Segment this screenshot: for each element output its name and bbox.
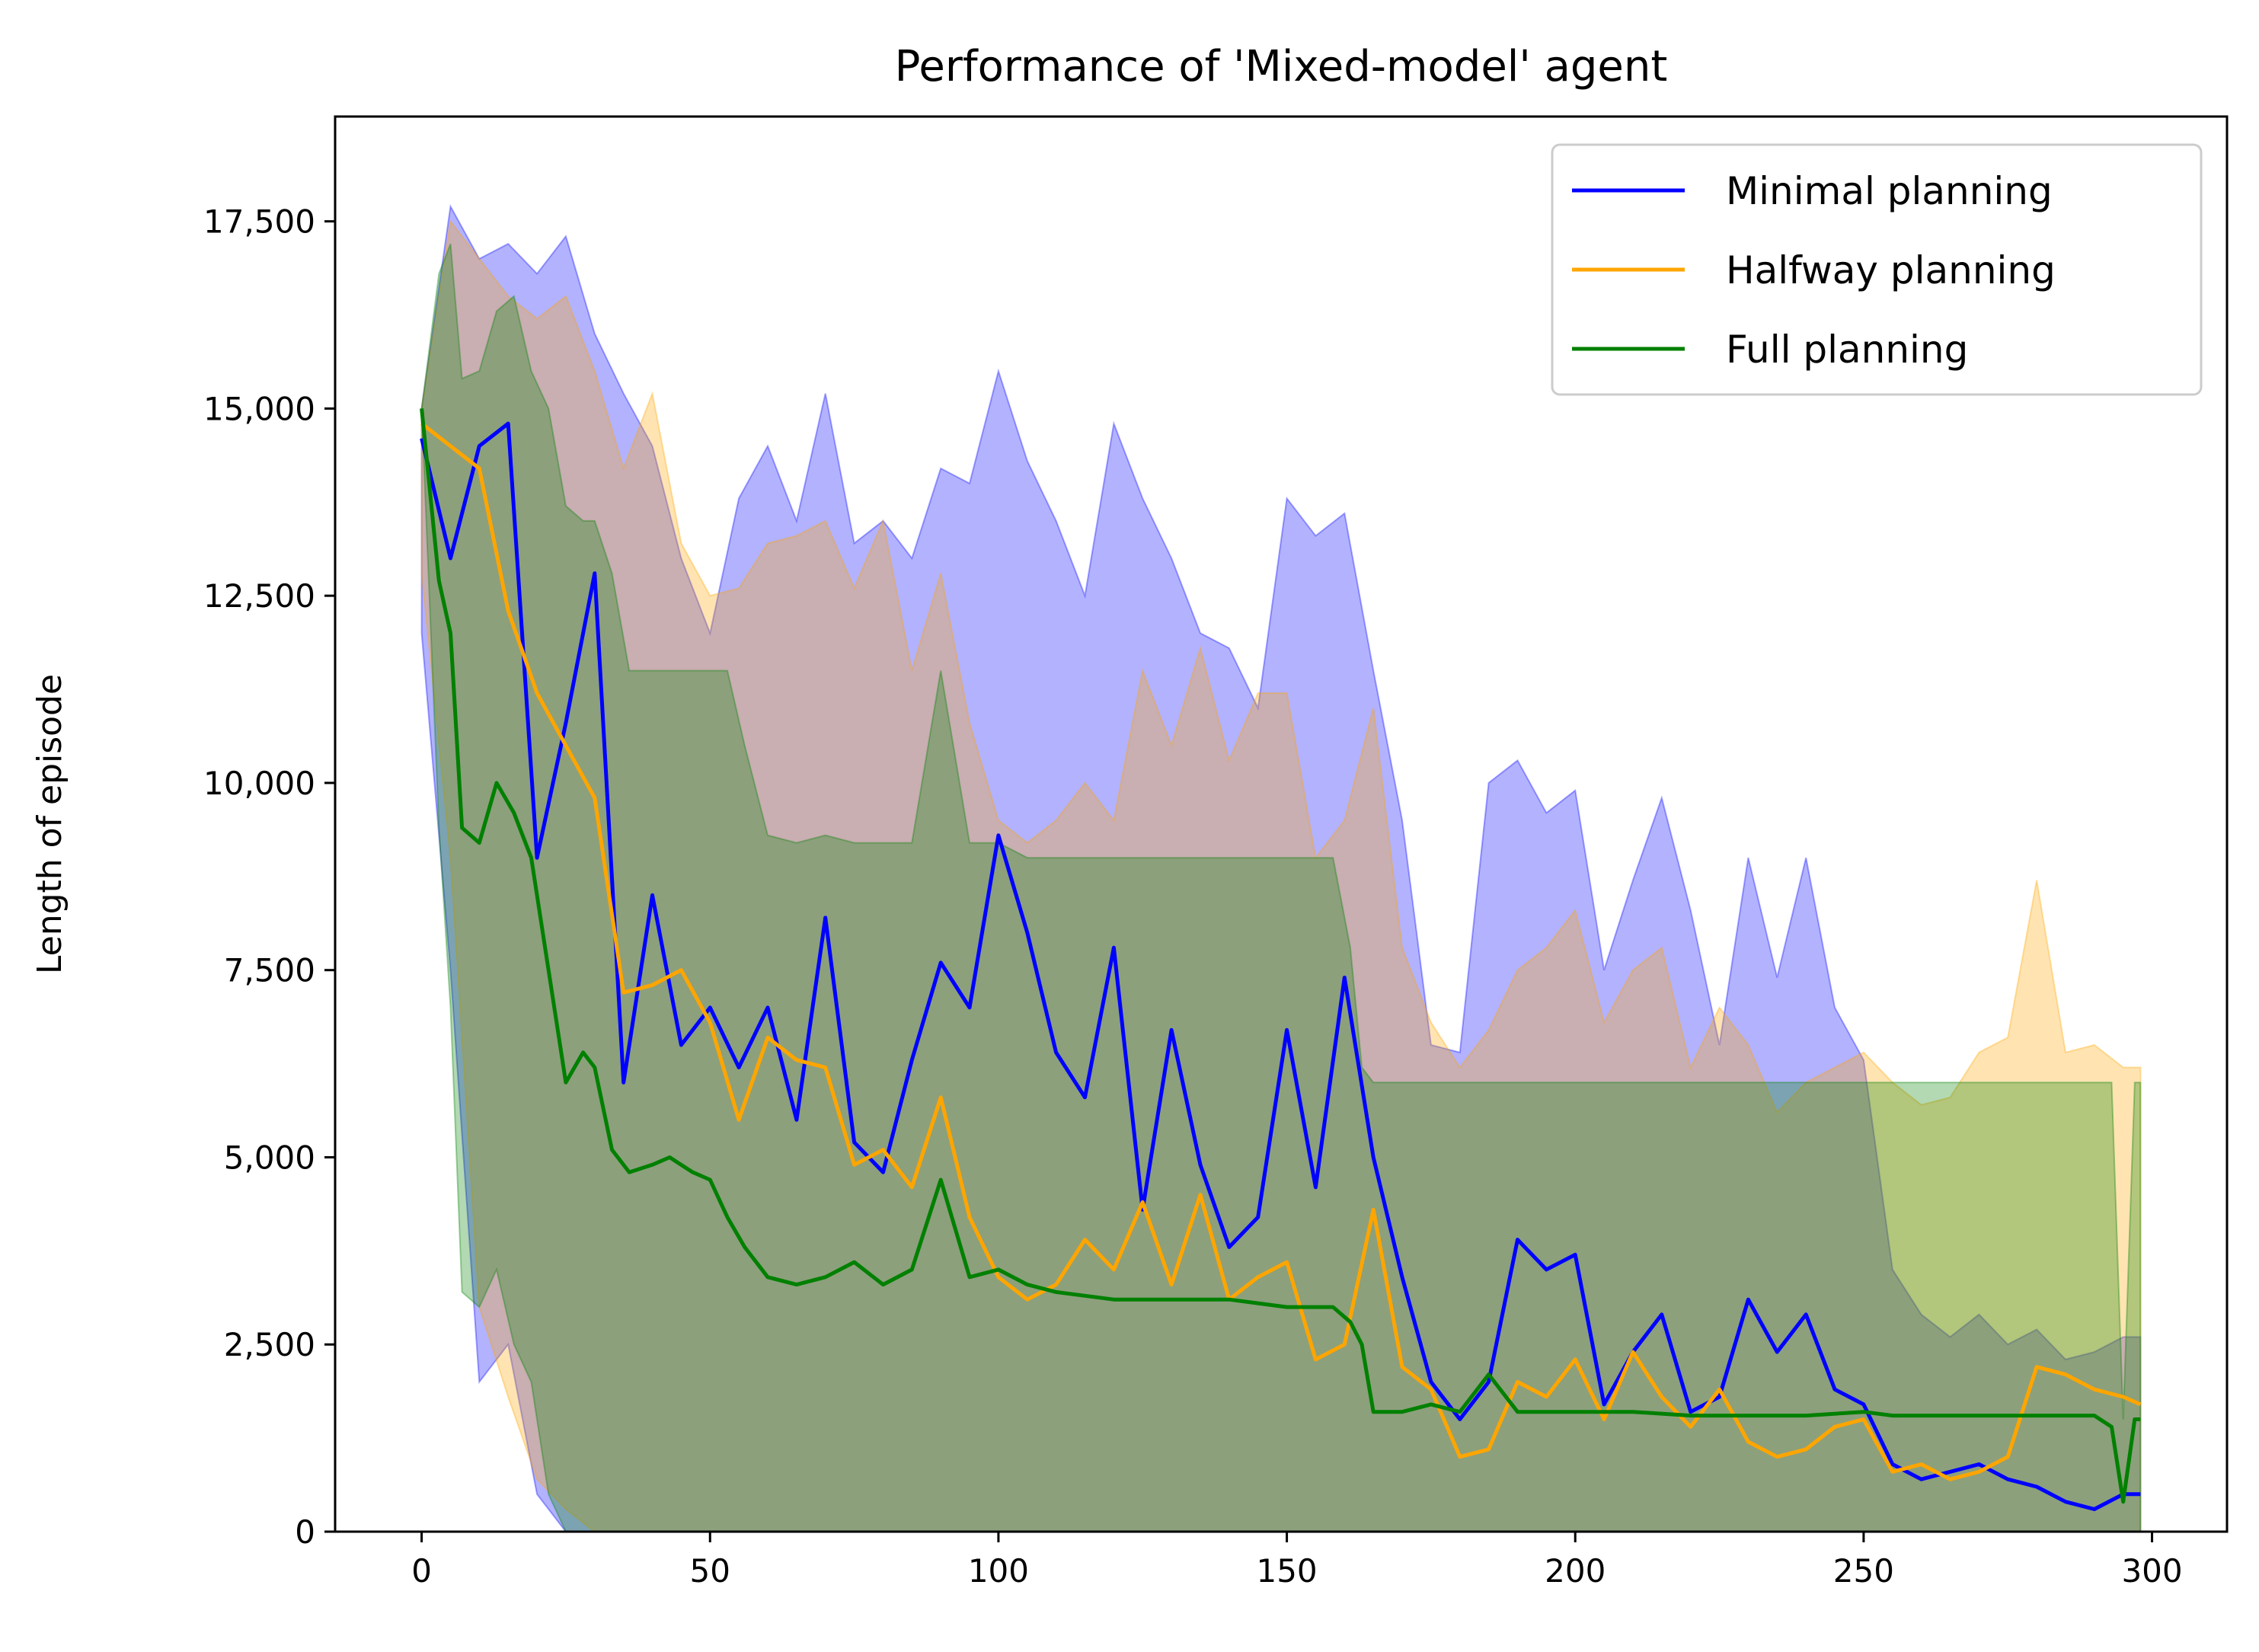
plot-frame [334, 115, 2229, 1533]
chart-title: Performance of 'Mixed-model' agent [895, 42, 1668, 91]
y-axis-title: Length of episode [30, 674, 69, 974]
legend-label-full-planning: Full planning [1726, 328, 1968, 372]
y-tick-label: 2,500 [224, 1326, 315, 1363]
confidence-bands [420, 203, 2142, 1532]
y-tick-label: 5,000 [224, 1139, 315, 1176]
y-tick-label: 17,500 [203, 203, 315, 241]
plot-area [420, 203, 2142, 1532]
line-full-planning [420, 408, 2141, 1504]
line-halfway-planning [420, 422, 2142, 1481]
band-minimal-planning [420, 203, 2142, 1532]
x-tick-label: 50 [690, 1552, 730, 1590]
y-tick-label: 15,000 [203, 390, 315, 427]
legend-label-halfway-planning: Halfway planning [1726, 248, 2056, 292]
band-full-planning [420, 243, 2142, 1532]
x-tick-label: 300 [2121, 1552, 2182, 1590]
y-axis: 0 2,500 5,000 7,500 10,000 12,500 15,000 17,500 [203, 203, 335, 1551]
y-tick-label: 7,500 [224, 952, 315, 989]
x-tick-label: 100 [968, 1552, 1029, 1590]
y-tick-label: 10,000 [203, 765, 315, 802]
band-halfway-planning [420, 219, 2142, 1532]
legend-label-minimal-planning: Minimal planning [1726, 169, 2053, 213]
x-tick-label: 150 [1256, 1552, 1317, 1590]
x-tick-label: 200 [1545, 1552, 1606, 1590]
x-axis: 0 50 100 150 200 250 300 [411, 1532, 2183, 1590]
line-minimal-planning [420, 421, 2141, 1511]
series-lines [420, 408, 2142, 1511]
x-tick-label: 0 [411, 1552, 432, 1590]
y-tick-label: 12,500 [203, 577, 315, 615]
legend-box [1551, 143, 2203, 396]
y-tick-label: 0 [295, 1513, 315, 1551]
x-tick-label: 250 [1833, 1552, 1894, 1590]
legend: Minimal planning Halfway planning Full pla… [1551, 143, 2203, 396]
